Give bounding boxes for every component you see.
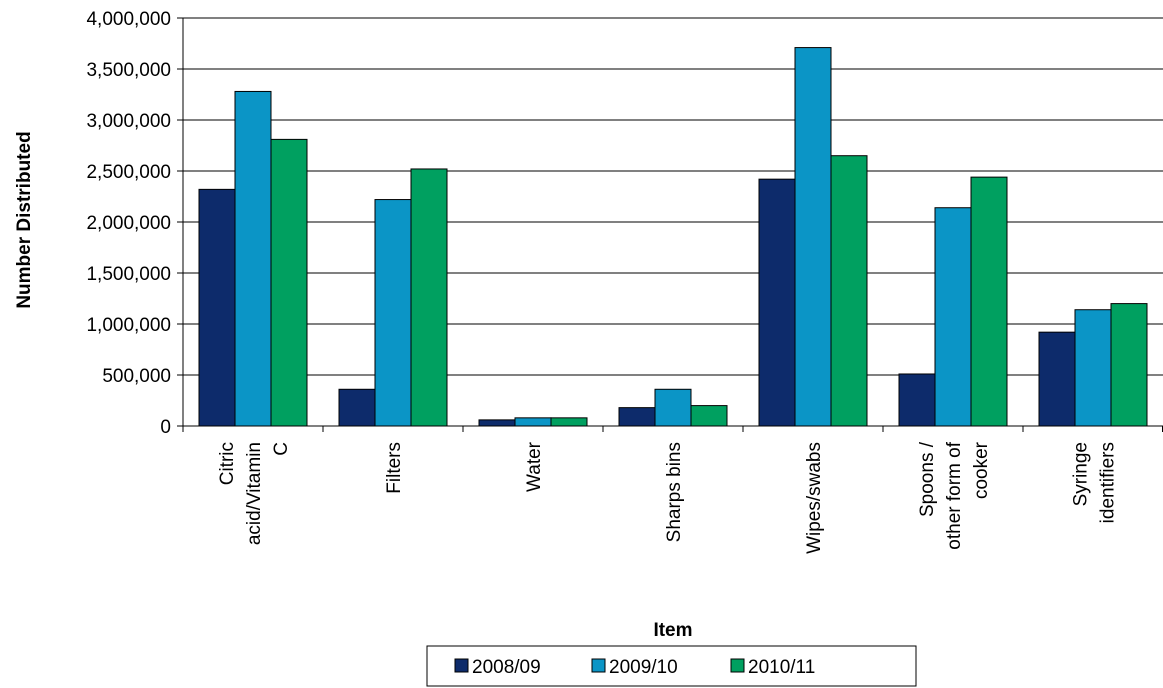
y-tick-label: 500,000 [102,366,171,387]
x-tick-label: Wipes/swabs [804,442,825,554]
legend-label: 2010/11 [748,657,815,678]
bar [758,178,796,427]
y-tick-label: 0 [160,417,171,438]
bar [1038,331,1076,427]
y-tick-label: 1,500,000 [86,264,171,285]
bar [1110,303,1148,427]
bar [270,138,308,427]
x-tick-label: C [271,442,292,456]
x-tick-label: identifiers [1098,442,1119,523]
bar [654,388,692,427]
x-tick-label: cooker [971,441,992,499]
legend-label: 2009/10 [609,657,678,678]
bar [338,388,376,427]
x-tick-label: other form of [944,441,965,549]
legend-swatch [591,658,606,673]
legend-swatch [454,658,469,673]
y-tick-label: 3,000,000 [86,111,171,132]
bar [690,405,728,427]
y-tick-labels: 0 500,000 1,000,000 1,500,000 2,000,000 2,500… [86,9,171,438]
bar [198,188,236,427]
y-tick-label: 3,500,000 [86,60,171,81]
bar [618,407,656,427]
x-tick-label: Water [524,441,545,492]
bar [830,155,868,427]
y-axis-title: Number Distributed [14,131,35,308]
bar [898,373,936,427]
x-tick-label: Spoons / [917,441,938,517]
y-tick-label: 4,000,000 [86,9,171,30]
bar [374,199,412,427]
x-tick-label: Syringe [1071,442,1092,506]
x-tick-label: Citric [217,442,238,485]
legend-label: 2008/09 [472,657,541,678]
bars [198,47,1148,427]
x-axis-title: Item [653,620,692,641]
bar [234,90,272,427]
legend: 2008/09 2009/10 2010/11 [426,645,917,687]
legend-swatch [730,658,745,673]
gridlines [183,17,1163,376]
bar [514,417,552,427]
x-tick-label: Filters [384,442,405,494]
axes [177,17,1163,432]
x-tick-labels: Citric acid/Vitamin C Filters Water Sharps bi… [217,441,1119,554]
y-tick-label: 2,000,000 [86,213,171,234]
y-tick-label: 2,500,000 [86,162,171,183]
bar [550,417,588,427]
bar [934,207,972,427]
bar [410,168,448,427]
x-tick-label: Sharps bins [664,442,685,542]
bar [478,419,516,427]
y-tick-label: 1,000,000 [86,315,171,336]
x-tick-label: acid/Vitamin [244,442,265,545]
bar [1074,309,1112,427]
bar [794,47,832,427]
legend-frame [426,645,917,687]
legend-items: 2008/09 2009/10 2010/11 [454,657,815,678]
bar [970,176,1008,427]
